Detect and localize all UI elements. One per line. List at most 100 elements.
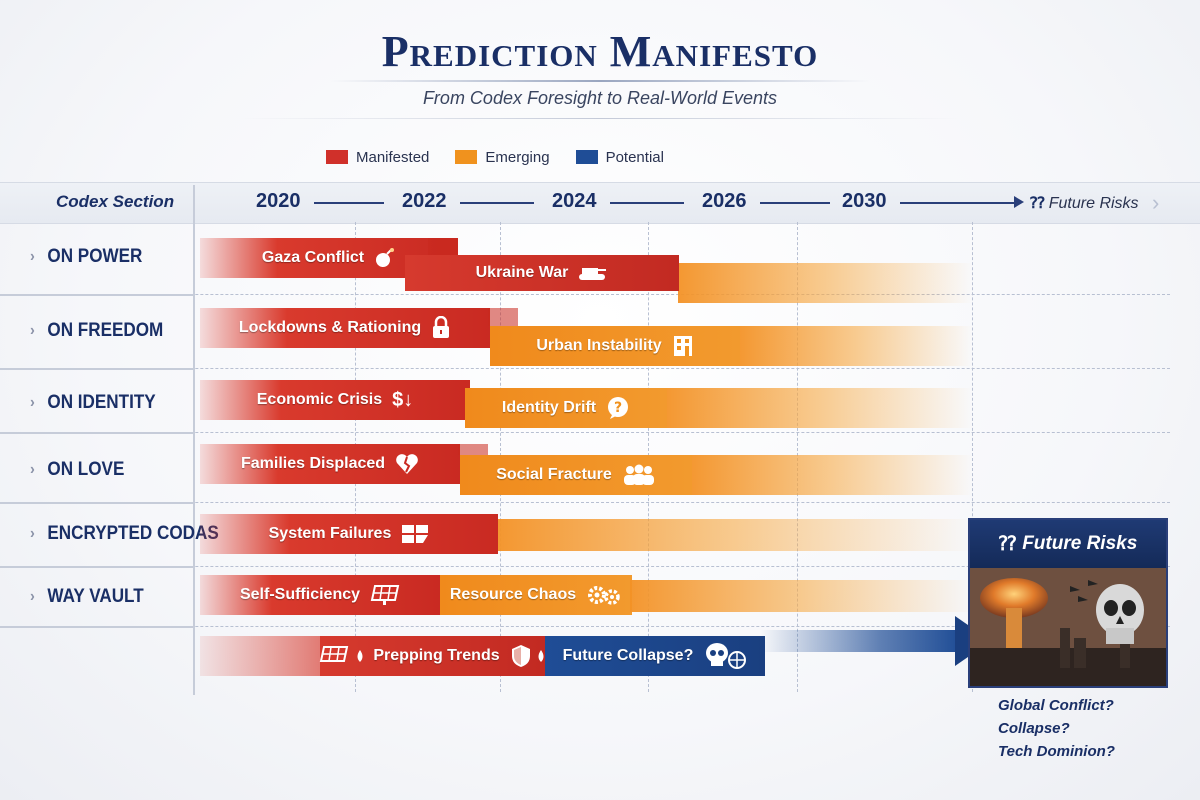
people-icon [622, 464, 656, 486]
event-label: Urban Instability [536, 337, 662, 354]
grid-line [0, 368, 1170, 369]
row-separator [0, 368, 195, 370]
section-label: ENCRYPTED CODAS [47, 523, 219, 544]
future-risks-label: Future Risks [1048, 195, 1139, 212]
event-trend-fade [678, 263, 973, 303]
event-resource-chaos[interactable]: Resource Chaos [440, 575, 632, 615]
row-separator [0, 566, 195, 568]
event-label: Self-Sufficiency [239, 586, 361, 603]
event-families-displaced[interactable]: Families Displaced [200, 444, 460, 484]
chevron-right-icon: › [30, 394, 35, 411]
grid-line [0, 294, 1170, 295]
year-2024: 2024 [552, 190, 597, 212]
grid-line [0, 566, 1170, 567]
section-way-vault[interactable]: › WAY VAULT [30, 586, 144, 608]
year-connector [610, 202, 684, 204]
year-2020: 2020 [256, 190, 301, 212]
section-encrypted-codas[interactable]: › ENCRYPTED CODAS [30, 523, 219, 545]
column-divider [193, 185, 195, 695]
year-connector [760, 202, 830, 204]
future-marker: ⁇ [1030, 195, 1045, 212]
future-risks-panel[interactable]: ⁇ Future Risks [968, 518, 1168, 688]
page-subtitle: From Codex Foresight to Real-World Event… [422, 88, 778, 108]
bomb-icon [374, 247, 396, 269]
section-on-power[interactable]: › ON POWER [30, 246, 142, 268]
event-trend-fade [498, 519, 973, 551]
apocalypse-illustration [970, 568, 1166, 686]
event-trend-fade [200, 636, 330, 676]
event-trend-fade [665, 388, 973, 428]
event-urban-instability[interactable]: Urban Instability [490, 326, 740, 366]
dollar-down-icon: $↓ [392, 388, 414, 411]
year-connector [460, 202, 534, 204]
legend-label: Manifested [356, 148, 430, 166]
event-label: Social Fracture [496, 466, 612, 483]
subtitle-rule [240, 118, 960, 119]
bar-shadow [458, 444, 488, 455]
legend-potential: Potential [575, 148, 664, 166]
event-prepping-trends[interactable]: Prepping Trends [320, 636, 545, 676]
event-ukraine-war[interactable]: Ukraine War [405, 255, 679, 291]
event-label: Prepping Trends [373, 647, 500, 664]
year-connector [314, 202, 384, 204]
section-label: ON IDENTITY [47, 392, 156, 413]
legend-label: Emerging [485, 148, 550, 166]
chevron-right-icon: › [30, 248, 35, 265]
chevron-right-icon: › [30, 588, 35, 605]
chevron-right-icon: › [30, 322, 35, 339]
event-label: Families Displaced [240, 455, 386, 472]
event-future-collapse[interactable]: Future Collapse? [545, 636, 765, 676]
legend-swatch-potential [575, 150, 598, 164]
section-label: ON FREEDOM [47, 320, 164, 341]
grid-line [0, 432, 1170, 433]
future-risks-list: Global Conflict? Collapse? Tech Dominion… [998, 694, 1115, 763]
bar-shadow [488, 308, 518, 326]
event-trend-fade [690, 455, 973, 495]
event-identity-drift[interactable]: Identity Drift ? [465, 388, 667, 428]
section-on-love[interactable]: › ON LOVE [30, 459, 124, 481]
event-lockdowns-rationing[interactable]: Lockdowns & Rationing [200, 308, 490, 348]
event-trend-fade [738, 326, 973, 366]
tank-icon [578, 264, 608, 282]
future-arrow-head [1014, 196, 1024, 208]
year-2022: 2022 [402, 190, 447, 212]
grid-line [0, 502, 1170, 503]
section-label: ON POWER [47, 246, 143, 267]
event-social-fracture[interactable]: Social Fracture [460, 455, 692, 495]
row-separator [0, 626, 195, 628]
building-icon [672, 334, 694, 358]
risk-item-collapse: Collapse? [998, 720, 1070, 737]
legend: Manifested Emerging Potential [326, 146, 690, 168]
skull-globe-icon [703, 642, 747, 670]
event-label: Resource Chaos [449, 586, 577, 603]
svg-text:?: ? [614, 400, 622, 416]
event-label: Future Collapse? [562, 647, 694, 664]
event-label: Identity Drift [501, 399, 597, 416]
legend-swatch-manifested [326, 150, 348, 164]
future-risks-title-text: Future Risks [1022, 533, 1138, 554]
future-risks-title: ⁇ Future Risks [970, 520, 1166, 568]
risk-item-tech-dominion: Tech Dominion? [998, 743, 1115, 760]
future-risks-header: ⁇ Future Risks [1030, 193, 1139, 213]
event-system-failures[interactable]: System Failures [200, 514, 498, 554]
lock-icon [431, 316, 451, 340]
event-self-sufficiency[interactable]: Self-Sufficiency [200, 575, 440, 615]
legend-label: Potential [605, 148, 664, 166]
year-2030: 2030 [842, 190, 887, 212]
gears-icon [586, 583, 622, 607]
legend-manifested: Manifested [326, 149, 429, 166]
risk-item-global-conflict: Global Conflict? [998, 697, 1114, 714]
future-arrow-shaft [760, 630, 960, 652]
year-2026: 2026 [702, 190, 747, 212]
section-label: WAY VAULT [47, 586, 144, 607]
event-economic-crisis[interactable]: Economic Crisis $↓ [200, 380, 470, 420]
future-marker: ⁇ [998, 533, 1017, 555]
event-label: Gaza Conflict [261, 249, 365, 266]
section-on-freedom[interactable]: › ON FREEDOM [30, 320, 163, 342]
water-drop-icon [355, 649, 365, 663]
row-separator [0, 432, 195, 434]
broken-system-icon [401, 523, 429, 545]
event-label: System Failures [268, 525, 392, 542]
section-on-identity[interactable]: › ON IDENTITY [30, 392, 156, 414]
legend-emerging: Emerging [455, 148, 550, 166]
